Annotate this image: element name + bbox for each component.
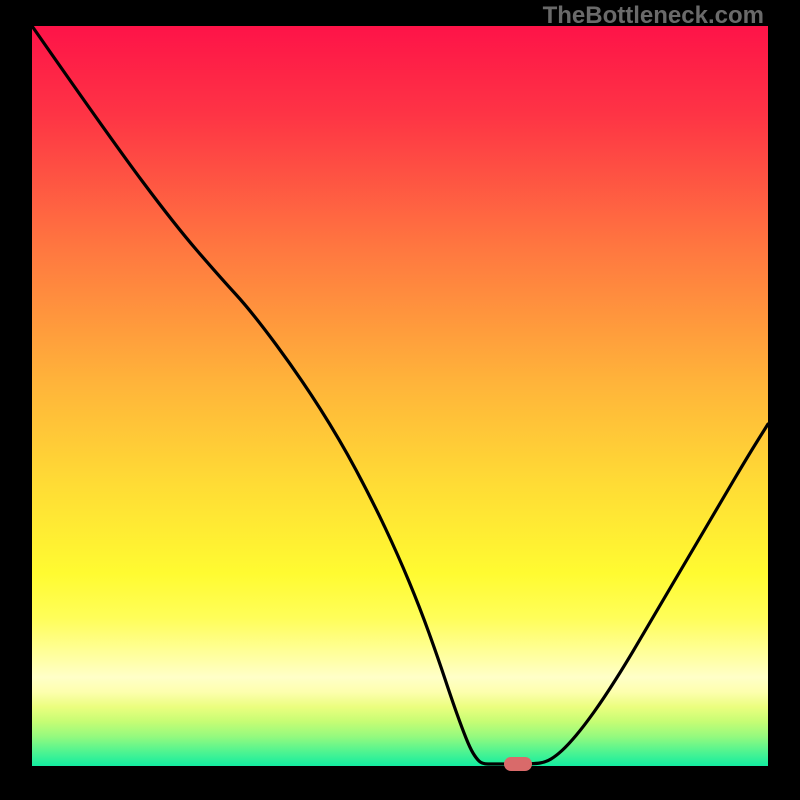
bottleneck-curve <box>0 0 800 800</box>
chart-root: TheBottleneck.com <box>0 0 800 800</box>
optimal-point-marker <box>504 757 532 771</box>
watermark-text: TheBottleneck.com <box>543 2 764 30</box>
